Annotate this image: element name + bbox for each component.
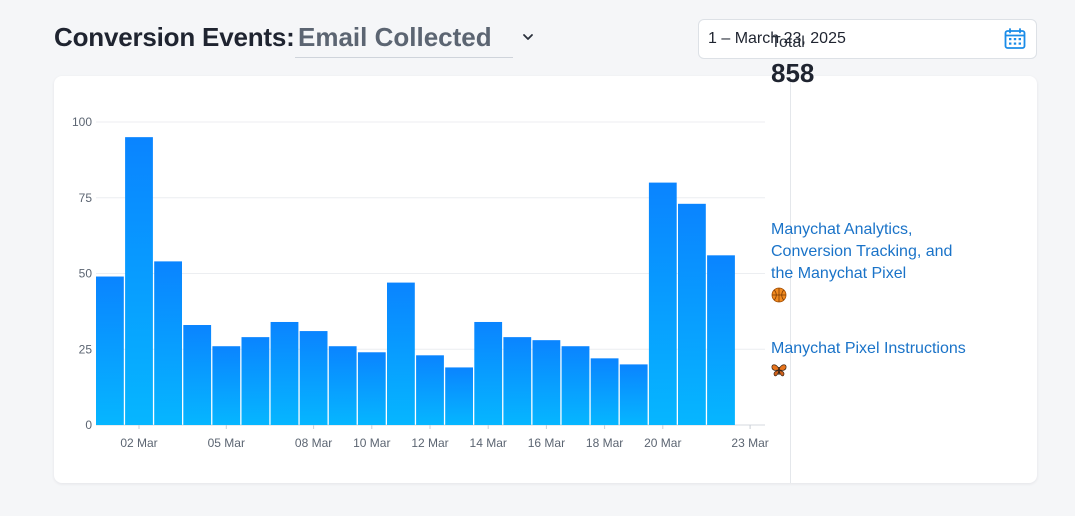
chart-bar[interactable] <box>503 337 532 425</box>
date-range-field[interactable]: 1 – March 23, 2025 <box>698 19 1037 59</box>
bar-chart-svg: 0 25 50 75 100 02 Mar 05 Mar 08 Mar 10 Mar 12 Ma… <box>72 115 769 450</box>
chart-bar[interactable] <box>357 352 386 425</box>
chart-bar[interactable] <box>387 282 415 425</box>
header: Conversion Events: Email Collected 1 – M… <box>54 18 1037 60</box>
chart-bar[interactable] <box>445 367 473 425</box>
bar-chart: 0 25 50 75 100 02 Mar 05 Mar 08 Mar 10 Mar 12 Ma… <box>54 76 790 483</box>
chart-bar[interactable] <box>416 355 444 425</box>
pixel-instructions-link[interactable]: Manychat Pixel Instructions <box>771 338 971 382</box>
chart-bar[interactable] <box>532 340 561 425</box>
event-select-value: Email Collected <box>298 22 492 52</box>
y-tick-label: 0 <box>85 418 92 432</box>
chart-bar[interactable] <box>648 182 677 425</box>
chevron-down-icon[interactable] <box>521 30 535 44</box>
y-tick-label: 50 <box>79 267 93 281</box>
y-tick-label: 25 <box>79 342 93 356</box>
x-tick-label: 05 Mar <box>208 436 245 450</box>
chart-bar[interactable] <box>270 321 299 425</box>
chart-bar[interactable] <box>183 325 212 425</box>
x-tick-label: 02 Mar <box>120 436 157 450</box>
x-tick-label: 20 Mar <box>644 436 681 450</box>
calendar-icon[interactable] <box>1003 27 1027 51</box>
chart-bar[interactable] <box>299 331 328 425</box>
event-select[interactable]: Email Collected <box>295 18 513 58</box>
x-tick-label: 08 Mar <box>295 436 332 450</box>
x-tick-label: 12 Mar <box>411 436 448 450</box>
analytics-docs-link[interactable]: Manychat Analytics, Conversion Tracking,… <box>771 219 971 307</box>
chart-bar[interactable] <box>328 346 357 425</box>
analytics-card: 0 25 50 75 100 02 Mar 05 Mar 08 Mar 10 Mar 12 Ma… <box>54 76 1037 483</box>
chart-bar[interactable] <box>619 364 648 425</box>
stats-panel: Total 858 <box>771 34 971 89</box>
chart-bar[interactable] <box>241 337 270 425</box>
total-value: 858 <box>771 58 815 88</box>
chart-bar[interactable] <box>96 276 124 425</box>
chart-bar[interactable] <box>474 321 503 425</box>
chart-bar[interactable] <box>590 358 619 425</box>
x-tick-label: 23 Mar <box>731 436 768 450</box>
x-tick-label: 16 Mar <box>528 436 565 450</box>
butterfly-icon <box>771 364 787 377</box>
analytics-docs-link-label: Manychat Analytics, Conversion Tracking,… <box>771 221 953 282</box>
pixel-instructions-link-label: Manychat Pixel Instructions <box>771 340 966 357</box>
y-tick-label: 100 <box>72 115 92 129</box>
basketball-icon <box>771 287 787 303</box>
chart-bar[interactable] <box>707 255 735 425</box>
x-tick-label: 18 Mar <box>586 436 623 450</box>
chart-bar[interactable] <box>125 137 153 425</box>
chart-bar[interactable] <box>678 203 706 425</box>
chart-bar[interactable] <box>154 261 182 425</box>
x-tick-label: 10 Mar <box>353 436 390 450</box>
y-tick-label: 75 <box>79 191 93 205</box>
x-tick-label: 14 Mar <box>470 436 507 450</box>
date-range-value: 1 – March 23, 2025 <box>708 30 846 47</box>
total-label: Total <box>771 34 805 51</box>
chart-bar[interactable] <box>212 346 241 425</box>
page-title: Conversion Events: <box>54 22 295 52</box>
card-divider <box>790 76 791 483</box>
chart-bar[interactable] <box>561 346 590 425</box>
